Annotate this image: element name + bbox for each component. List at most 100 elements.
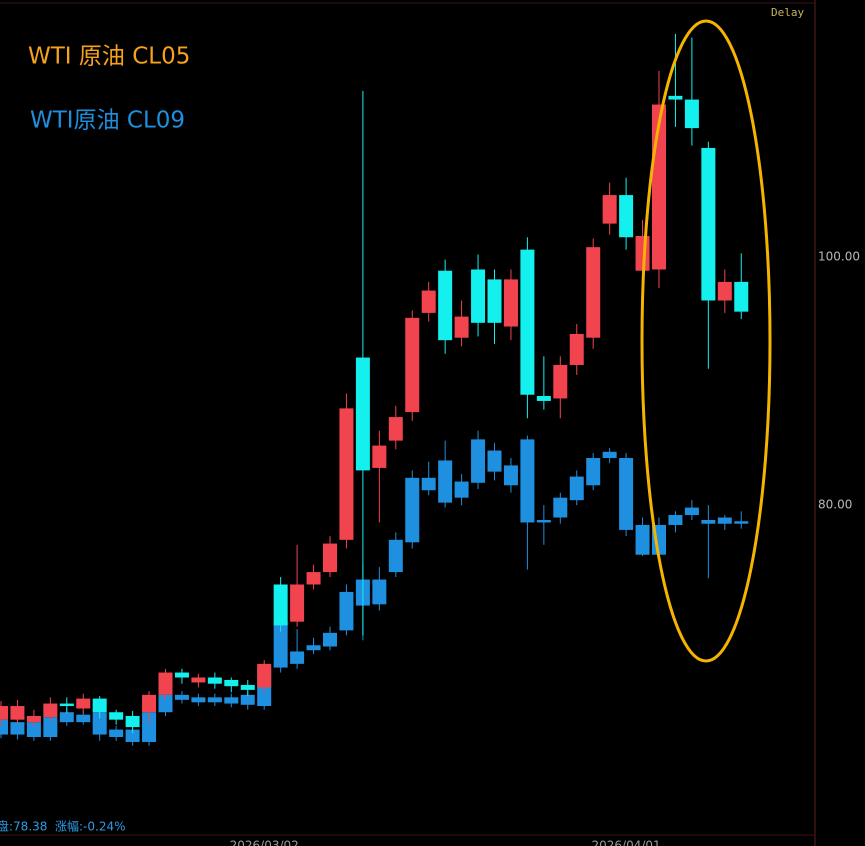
candle-body — [717, 517, 732, 524]
candle-body — [487, 279, 502, 323]
candle-body — [339, 591, 354, 631]
candle-body — [158, 672, 173, 695]
candle-body — [405, 477, 420, 543]
x-tick-label: 2026/03/02 — [230, 839, 299, 846]
candle-body — [273, 584, 288, 626]
candle-body — [10, 706, 25, 720]
candle-body — [438, 460, 453, 503]
candle-body — [323, 632, 337, 647]
candle-body — [273, 621, 288, 668]
candle-body — [59, 703, 74, 707]
candle-body — [43, 703, 58, 718]
candle-body — [586, 247, 601, 338]
candle-body — [586, 457, 601, 486]
candle-body — [421, 477, 436, 491]
candle-body — [536, 519, 551, 523]
candle-body — [701, 147, 716, 301]
candle-body — [125, 715, 140, 728]
candle-body — [734, 521, 749, 524]
y-tick-label: 100.00 — [818, 250, 860, 264]
legend-entry: WTI 原油 CL05 — [28, 44, 190, 70]
candle-body — [668, 515, 683, 525]
candle-body — [602, 451, 617, 458]
candle-body — [553, 497, 568, 518]
candle-body — [224, 679, 239, 687]
candle-body — [92, 698, 107, 713]
candle-body — [553, 364, 568, 399]
status-change: 涨幅:-0.24% — [55, 819, 126, 834]
candle-body — [240, 684, 255, 690]
candle-body — [734, 281, 749, 312]
candle-body — [158, 694, 173, 713]
candle-body — [43, 717, 58, 738]
candle-body — [701, 519, 716, 524]
candle-body — [306, 645, 321, 651]
candle-body — [438, 270, 453, 341]
candle-body — [619, 195, 634, 238]
status-settle: 盘:78.38 — [0, 819, 47, 834]
candle-body — [372, 579, 387, 605]
candle-body — [520, 439, 535, 523]
candle-body — [240, 694, 255, 705]
candle-body — [26, 722, 41, 738]
candle-body — [569, 476, 584, 501]
candle-body — [207, 697, 222, 703]
candle-body — [290, 651, 305, 664]
candle-body — [59, 712, 74, 723]
candle-body — [76, 698, 91, 709]
candle-body — [388, 539, 403, 573]
candle-body — [388, 417, 403, 441]
candle-body — [191, 697, 206, 703]
candle-body — [684, 507, 699, 516]
candle-body — [536, 395, 551, 401]
candle-body — [503, 279, 518, 327]
candle-body — [503, 465, 518, 486]
candle-body — [569, 333, 584, 365]
candle-body — [191, 677, 206, 683]
candle-body — [471, 269, 486, 323]
candle-body — [717, 281, 732, 301]
candle-body — [109, 712, 124, 720]
candle-body — [290, 584, 305, 622]
candle-body — [174, 672, 189, 678]
candle-body — [0, 706, 8, 720]
candle-body — [0, 719, 8, 735]
highlight-ellipse — [640, 19, 772, 663]
badge: Delay — [771, 6, 804, 19]
candle-body — [339, 408, 354, 540]
candle-body — [142, 694, 157, 713]
candle-body — [142, 712, 157, 742]
candle-body — [10, 722, 25, 735]
candle-body — [224, 697, 239, 704]
candle-body — [207, 677, 222, 684]
candle-body — [454, 316, 469, 338]
candle-body — [487, 450, 502, 472]
candles — [0, 33, 749, 746]
candle-body — [257, 663, 272, 688]
candle-body — [323, 543, 337, 573]
candle-body — [76, 714, 91, 723]
legend-entry: WTI原油 CL09 — [30, 108, 185, 134]
candle-body — [421, 290, 436, 313]
candle-body — [125, 729, 140, 742]
candle-body — [454, 481, 469, 498]
candle-body — [520, 249, 535, 395]
candle-body — [684, 99, 699, 129]
candle-body — [306, 572, 321, 585]
candle-body — [92, 712, 107, 735]
candle-body — [619, 457, 634, 530]
candle-body — [26, 715, 41, 723]
candle-body — [405, 317, 420, 413]
candle-body — [174, 694, 189, 700]
candle-body — [109, 729, 124, 738]
candle-body — [471, 439, 486, 483]
x-tick-label: 2026/04/01 — [592, 839, 661, 846]
candle-body — [372, 445, 387, 468]
candle-body — [355, 357, 370, 471]
candle-body — [602, 195, 617, 224]
y-tick-label: 80.00 — [818, 498, 852, 512]
candle-body — [668, 95, 683, 100]
candle-body — [635, 524, 650, 555]
